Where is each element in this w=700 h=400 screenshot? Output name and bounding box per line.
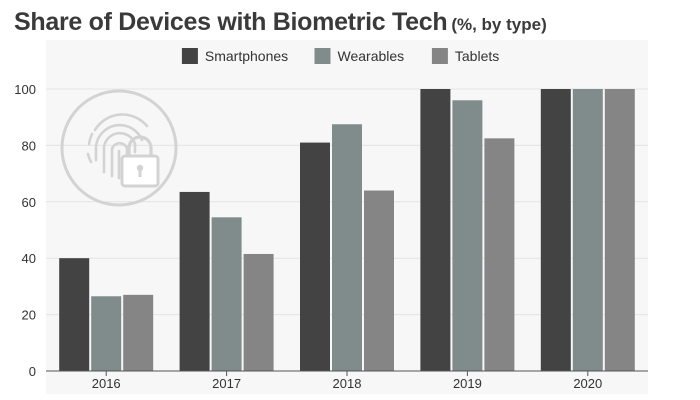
legend-swatch [181, 48, 198, 64]
x-tick-label: 2017 [212, 376, 241, 391]
bar-smartphones-2016 [59, 258, 90, 371]
y-tick-label: 60 [22, 195, 36, 210]
x-tick-label: 2019 [453, 376, 482, 391]
legend-item: Smartphones [181, 48, 288, 64]
legend-label: Smartphones [205, 48, 288, 64]
legend-swatch [314, 48, 331, 64]
bar-tablets-2019 [484, 138, 515, 371]
y-tick-label: 80 [22, 138, 36, 153]
legend-label: Wearables [338, 48, 405, 64]
x-tick-label: 2016 [92, 376, 121, 391]
chart-subtitle: (%, by type) [451, 15, 547, 34]
bar-smartphones-2019 [420, 89, 451, 371]
bar-smartphones-2018 [300, 142, 330, 371]
bar-wearables-2019 [452, 100, 483, 371]
legend: Smartphones Wearables Tablets [181, 48, 499, 64]
y-tick-label: 20 [22, 308, 36, 323]
legend-item: Wearables [314, 48, 405, 64]
bar-tablets-2017 [243, 253, 274, 371]
fingerprint-lock-icon [60, 89, 178, 207]
bar-smartphones-2020 [540, 89, 571, 371]
bar-wearables-2020 [572, 89, 603, 371]
x-tick-label: 2018 [333, 376, 362, 391]
y-axis: 0 20 40 60 80 100 [14, 82, 36, 379]
chart-title-main: Share of Devices with Biometric Tech [14, 8, 448, 36]
bar-tablets-2018 [364, 190, 394, 371]
y-tick-label: 100 [14, 82, 36, 97]
bar-tablets-2016 [123, 294, 154, 371]
bar-wearables-2016 [91, 296, 122, 371]
x-axis: 2016 2017 2018 2019 2020 [46, 370, 648, 391]
y-tick-label: 0 [29, 364, 36, 379]
bar-wearables-2018 [332, 124, 362, 371]
bar-smartphones-2017 [179, 191, 210, 371]
chart-title: Share of Devices with Biometric Tech (%, … [14, 8, 547, 37]
legend-label: Tablets [455, 48, 499, 64]
legend-item: Tablets [431, 48, 499, 64]
y-tick-label: 40 [22, 251, 36, 266]
bars [59, 89, 635, 371]
x-tick-label: 2020 [573, 376, 602, 391]
bar-tablets-2020 [604, 89, 635, 371]
bar-wearables-2017 [211, 217, 242, 371]
legend-swatch [431, 48, 448, 64]
